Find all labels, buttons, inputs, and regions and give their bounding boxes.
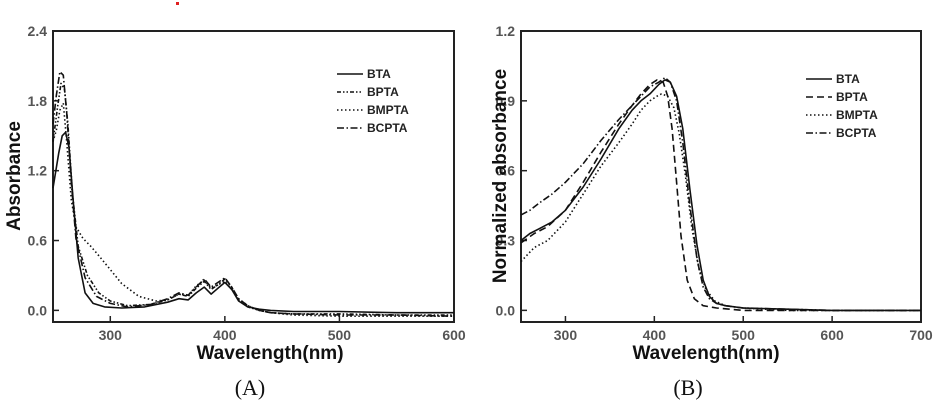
panel-a-legend-label-bta: BTA [367, 67, 391, 81]
panel-b-legend: BTA BPTA BMPTA BCPTA [806, 72, 878, 140]
panel-b-x-tick-label: 400 [643, 327, 667, 343]
panel-a-x-tick-label: 500 [328, 327, 352, 343]
panel-a-ticks [53, 31, 454, 322]
panel-a-legend: BTA BPTA BMPTA BCPTA [337, 67, 409, 135]
panel-a-series-bta [53, 132, 454, 312]
panel-b-legend-label-bpta: BPTA [836, 90, 868, 104]
panel-a-frame [53, 31, 454, 322]
panel-a-y-axis-title: Absorbance [4, 121, 25, 231]
panel-b-y-tick-label: 0.0 [496, 302, 516, 318]
panel-b-x-axis-title: Wavelength(nm) [632, 343, 779, 364]
panel-b-y-axis-title: Normalized absorbance [490, 69, 511, 283]
panel-a-y-tick-labels: 0.0 0.6 1.2 1.8 2.4 [28, 23, 48, 318]
panel-b-x-tick-labels: 300 400 500 600 700 [554, 327, 933, 343]
panel-b-x-tick-label: 600 [820, 327, 844, 343]
red-mark [176, 2, 179, 5]
panel-a-x-tick-label: 600 [442, 327, 466, 343]
panel-b-x-tick-label: 500 [732, 327, 756, 343]
panel-b-x-tick-label: 700 [909, 327, 933, 343]
panel-a-y-tick-label: 1.8 [28, 93, 48, 109]
panel-a-legend-label-bpta: BPTA [367, 85, 399, 99]
panel-b-ticks [521, 31, 921, 322]
panel-a-series-bpta [53, 83, 454, 315]
panel-a-series-bmpta [53, 103, 454, 316]
panel-a-legend-label-bcpta: BCPTA [367, 121, 408, 135]
panel-b-frame [521, 31, 921, 322]
panel-b-x-tick-label: 300 [554, 327, 578, 343]
panel-a-y-tick-label: 0.6 [28, 233, 48, 249]
panel-a-x-tick-label: 400 [213, 327, 237, 343]
figure-canvas: 300 400 500 600 0.0 0.6 1.2 1.8 2.4 BTA BPTA BMPT… [0, 0, 942, 411]
panel-a-legend-label-bmpta: BMPTA [367, 103, 409, 117]
panel-b-label: (B) [673, 375, 702, 400]
panel-b-legend-label-bcpta: BCPTA [836, 126, 877, 140]
panel-a-y-tick-label: 2.4 [28, 23, 48, 39]
panel-a: 300 400 500 600 0.0 0.6 1.2 1.8 2.4 BTA BPTA BMPT… [4, 23, 466, 400]
panel-b-legend-label-bta: BTA [836, 72, 860, 86]
panel-a-x-tick-label: 300 [99, 327, 123, 343]
panel-a-x-tick-labels: 300 400 500 600 [99, 327, 466, 343]
panel-b-y-tick-label: 1.2 [496, 23, 516, 39]
panel-a-label: (A) [235, 375, 266, 400]
panel-a-y-tick-label: 0.0 [28, 302, 48, 318]
panel-b: 300400500600700 0.00.30.60.91.2 BTABPTAB… [490, 23, 933, 400]
panel-a-x-axis-title: Wavelength(nm) [196, 343, 343, 364]
panel-b-legend-label-bmpta: BMPTA [836, 108, 878, 122]
panel-a-y-tick-label: 1.2 [28, 163, 48, 179]
